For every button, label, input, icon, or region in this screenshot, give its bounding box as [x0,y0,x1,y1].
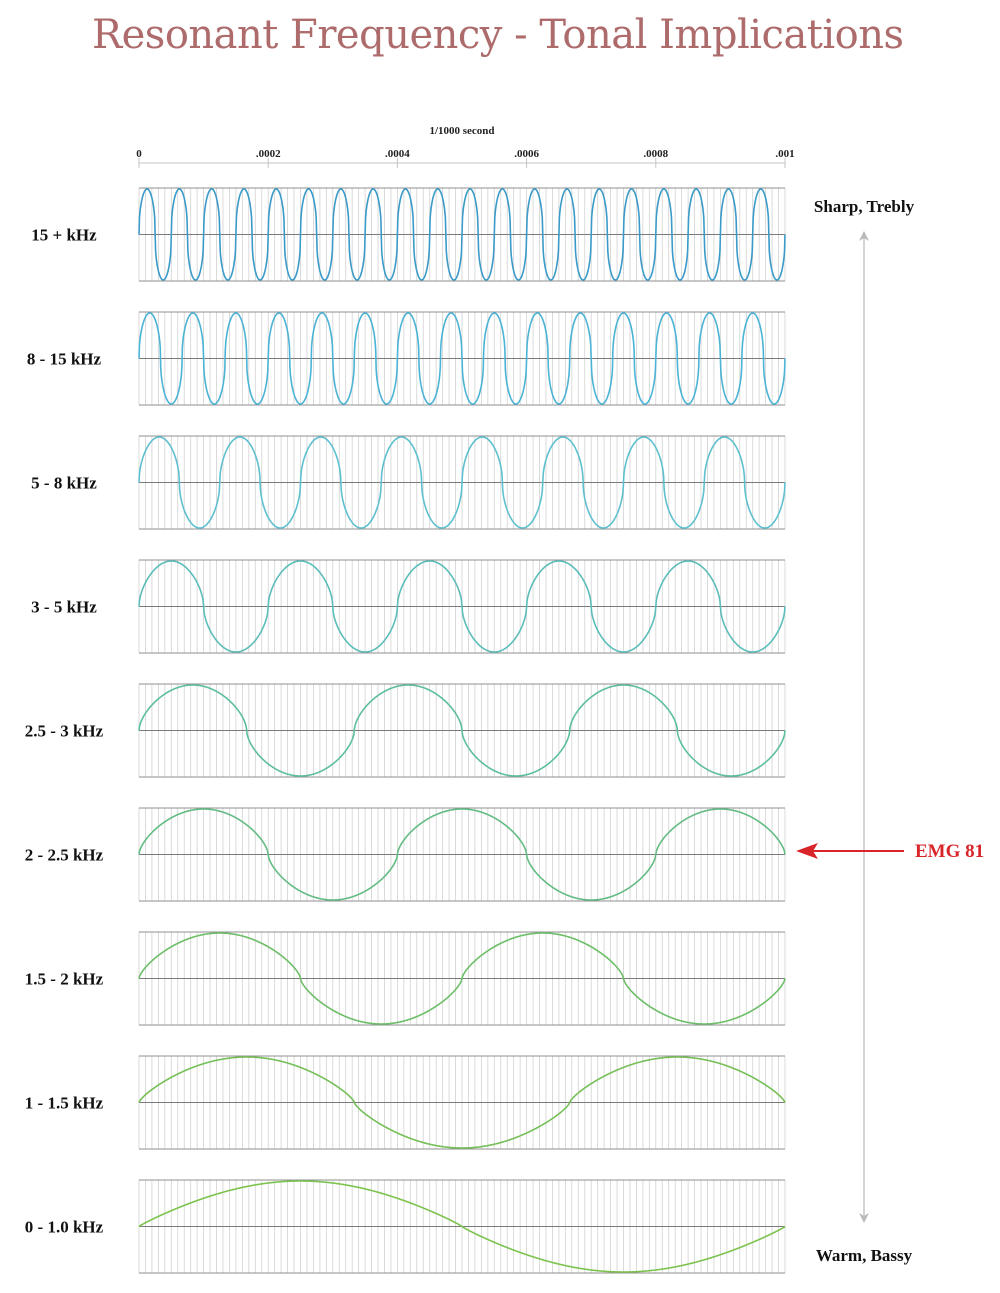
series-line [138,1180,786,1273]
series-label: 5 - 8 kHz [31,474,97,493]
waveform-row: 1.5 - 2 kHz [25,931,786,1026]
annotation-bottom: Warm, Bassy [816,1246,913,1265]
series-label: 1 - 1.5 kHz [25,1094,104,1113]
waveform-row: 2 - 2.5 kHz [25,807,786,902]
series-line [138,312,786,405]
tone-range-arrow-head-top [859,231,869,241]
waveform-row: 1 - 1.5 kHz [25,1055,786,1150]
series-line [138,684,786,777]
waveform-row: 0 - 1.0 kHz [25,1179,786,1274]
x-axis-ticks: 0 .0002 .0004 .0006 .0008 .001 [136,148,795,168]
tone-range-arrow-head-bottom [859,1213,869,1223]
waveform-row: 3 - 5 kHz [31,559,786,654]
series-line [138,188,786,281]
series-label: 8 - 15 kHz [27,350,102,369]
series-line [138,560,786,653]
x-tick-label: .0004 [385,148,410,160]
series-label: 1.5 - 2 kHz [25,970,104,989]
series-label: 15 + kHz [31,226,97,245]
emg-marker-arrow-head [796,843,818,859]
waveform-row: 15 + kHz [31,187,786,282]
x-axis-title: 1/1000 second [429,125,494,137]
waveform-row: 8 - 15 kHz [27,311,786,406]
page-title: Resonant Frequency - Tonal Implications [92,12,904,58]
x-tick-label: 0 [136,148,142,160]
waveform-row: 2.5 - 3 kHz [25,683,786,778]
x-tick-label: .0008 [643,148,668,160]
series-line [138,932,786,1025]
series-line [138,1056,786,1149]
emg-marker-label: EMG 81 [915,841,984,862]
x-tick-label: .0002 [256,148,281,160]
x-tick-label: .001 [775,148,794,160]
series-label: 0 - 1.0 kHz [25,1218,104,1237]
series-label: 3 - 5 kHz [31,598,97,617]
series-line [138,436,786,529]
series-label: 2.5 - 3 kHz [25,722,104,741]
series-label: 2 - 2.5 kHz [25,846,104,865]
series-line [138,808,786,901]
x-tick-label: .0006 [514,148,539,160]
waveform-row: 5 - 8 kHz [31,435,786,530]
annotation-top: Sharp, Trebly [814,197,915,216]
waveform-rows: 15 + kHz 8 - 15 kHz 5 - 8 kHz 3 - 5 kHz 2.5 … [25,187,786,1274]
